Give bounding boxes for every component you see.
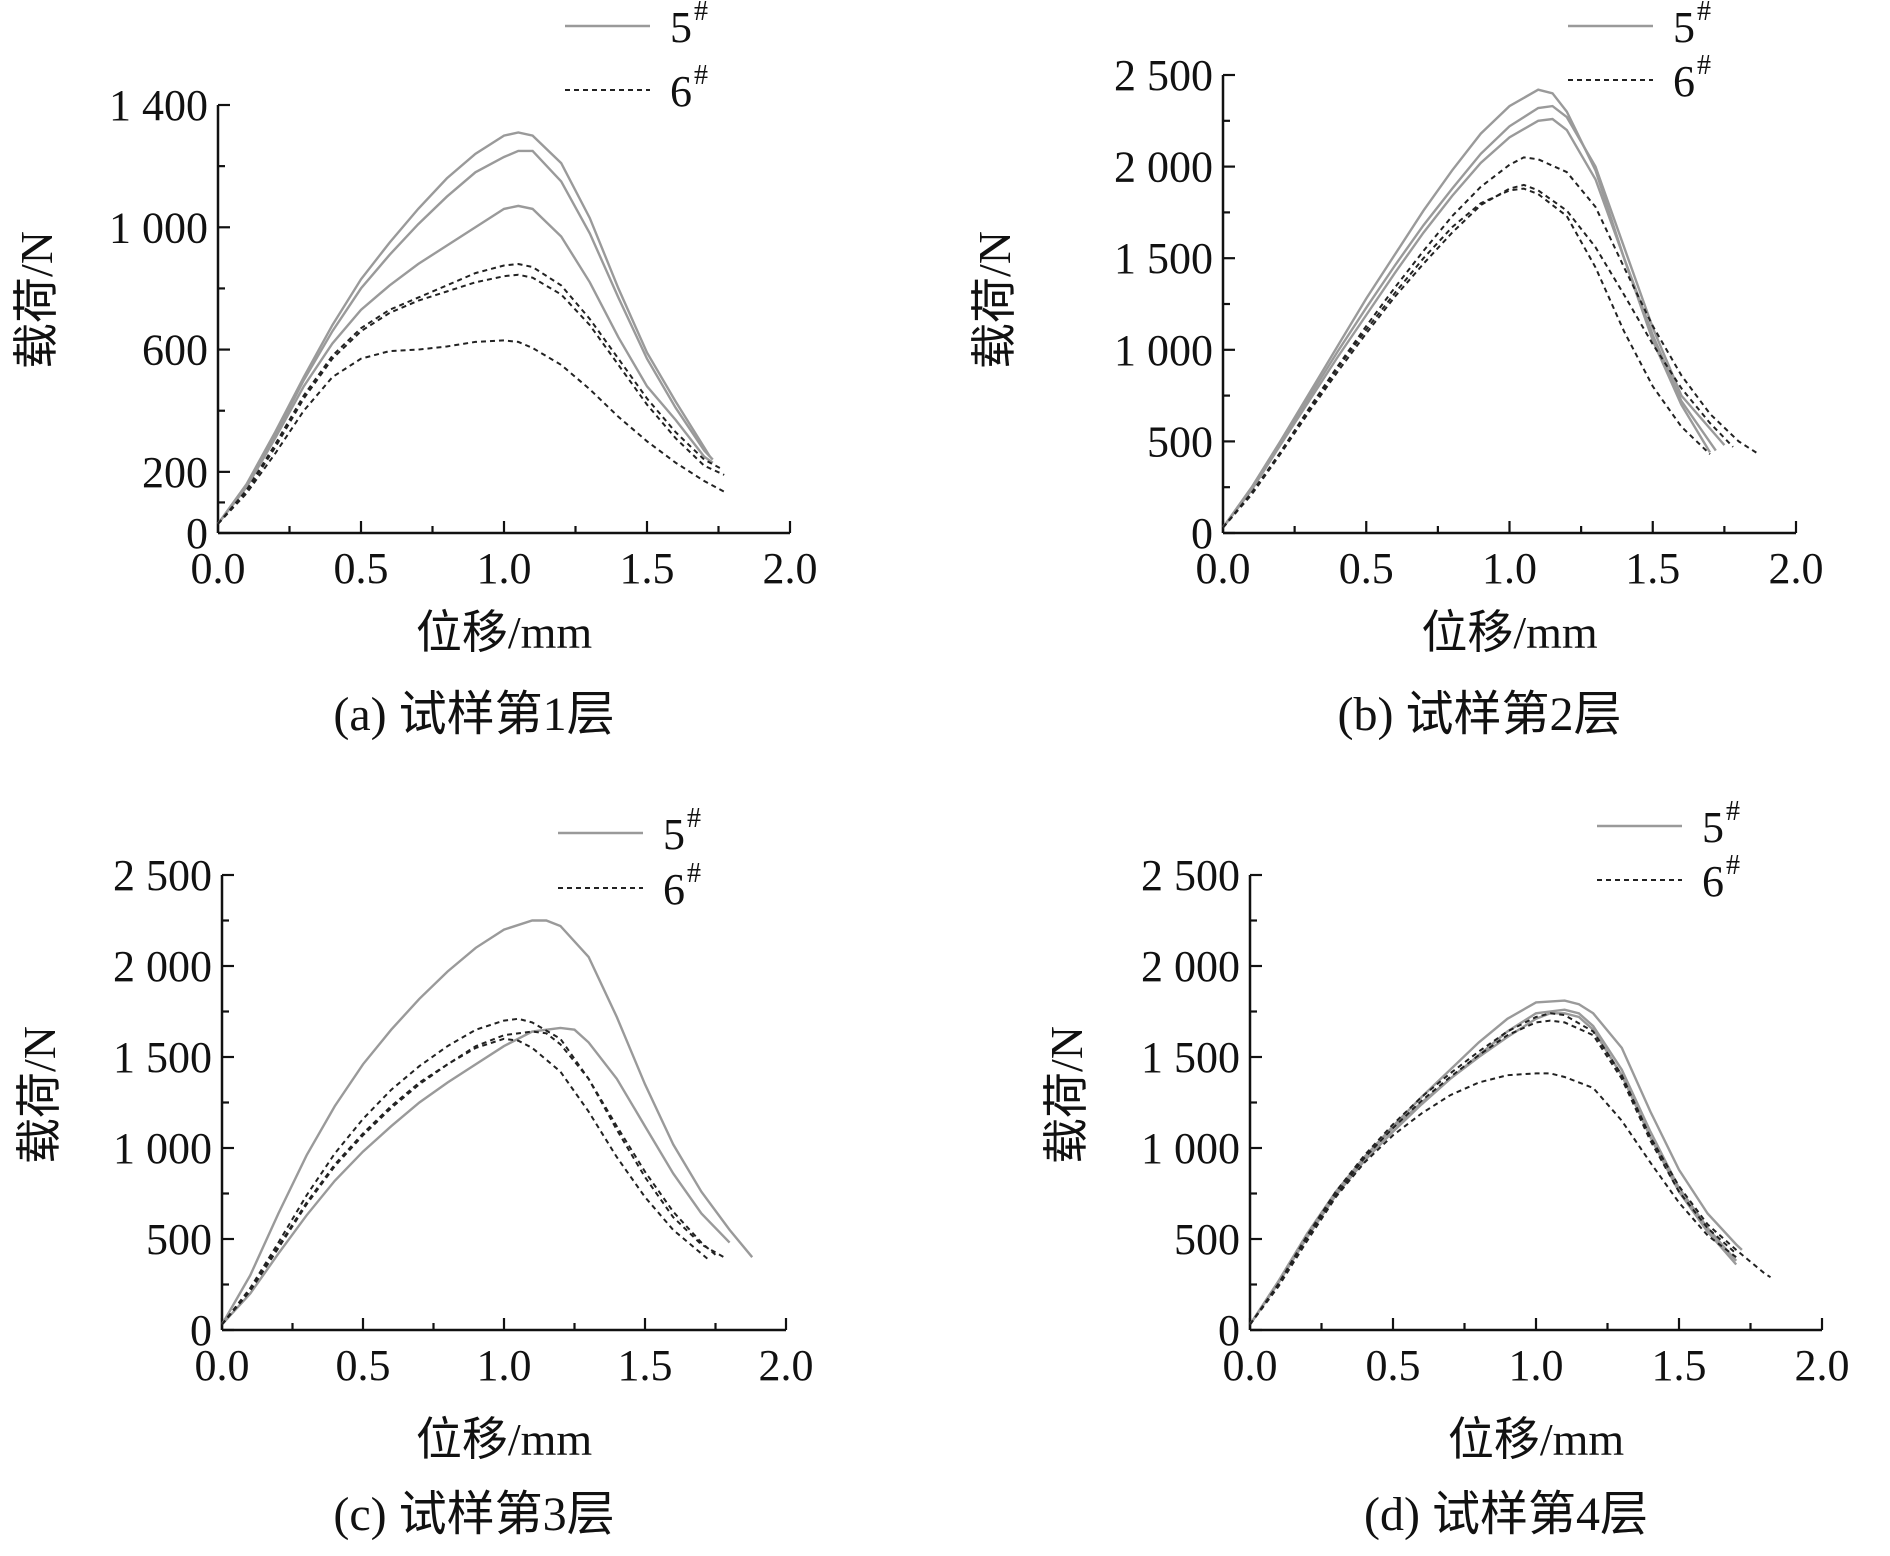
chart2-y-tick-label-1-000: 1 000 xyxy=(1114,326,1213,375)
chart1-x-tick-label-0-0: 0.0 xyxy=(191,544,246,593)
chart4-legend-sup-5: # xyxy=(1726,796,1740,827)
chart2-legend-sup-5: # xyxy=(1697,0,1711,27)
chart3-x-axis-label: 位移/mm xyxy=(416,1414,593,1465)
chart-panel-d: 0.0 0.5 1.0 1.5 2.0 0 500 1 000 1 500 2 000 2 500 载… xyxy=(1041,796,1850,1541)
chart1-legend-sup-6: # xyxy=(694,60,708,91)
chart1-series-5-2 xyxy=(217,149,714,525)
chart3-y-tick-label-500: 500 xyxy=(146,1215,212,1264)
chart2-caption: (b) 试样第2层 xyxy=(1338,688,1622,741)
chart2-y-axis-label: 载荷/N xyxy=(969,231,1020,369)
chart4-y-tick-label-1-500: 1 500 xyxy=(1141,1033,1240,1082)
chart2-x-tick-label-0-5: 0.5 xyxy=(1339,544,1394,593)
chart2-series-5-2 xyxy=(1222,104,1726,529)
chart4-legend-label-6: 6 xyxy=(1702,857,1724,906)
chart2-series-6-4 xyxy=(1222,156,1760,529)
chart1-series-5-3 xyxy=(217,204,714,525)
chart3-x-tick-label-1-0: 1.0 xyxy=(477,1341,532,1390)
chart1-y-tick-label-1-000: 1 000 xyxy=(109,203,208,252)
chart1-x-tick-label-1-0: 1.0 xyxy=(477,544,532,593)
chart4-y-tick-label-0: 0 xyxy=(1218,1306,1240,1355)
chart2-x-tick-label-1-5: 1.5 xyxy=(1625,544,1680,593)
chart1-legend-sup-5: # xyxy=(694,0,708,27)
chart1-series-6-5 xyxy=(217,273,725,525)
chart2-y-tick-label-0: 0 xyxy=(1191,509,1213,558)
chart1-caption: (a) 试样第1层 xyxy=(333,688,614,741)
chart2-legend-label-5: 5 xyxy=(1673,3,1695,52)
chart3-series-5-2 xyxy=(221,1026,731,1326)
chart2-legend-label-6: 6 xyxy=(1673,57,1695,106)
chart2-x-tick-label-0-0: 0.0 xyxy=(1196,544,1251,593)
chart-panel-c: 0.0 0.5 1.0 1.5 2.0 0 500 1 000 1 500 2 000 2 500 载… xyxy=(14,803,814,1541)
chart4-y-tick-label-2-000: 2 000 xyxy=(1141,942,1240,991)
chart1-legend-label-6: 6 xyxy=(670,67,692,116)
chart1-series-6-6 xyxy=(217,339,725,525)
chart2-legend-sup-6: # xyxy=(1697,50,1711,81)
chart2-y-tick-label-2-500: 2 500 xyxy=(1114,51,1213,100)
chart4-legend-sup-6: # xyxy=(1726,850,1740,881)
chart3-caption: (c) 试样第3层 xyxy=(333,1488,614,1541)
chart1-y-tick-label-200: 200 xyxy=(142,448,208,497)
chart4-x-tick-label-1-5: 1.5 xyxy=(1652,1341,1707,1390)
chart1-y-tick-label-600: 600 xyxy=(142,326,208,375)
chart2-x-tick-label-1-0: 1.0 xyxy=(1482,544,1537,593)
chart4-x-tick-label-2-0: 2.0 xyxy=(1795,1341,1850,1390)
chart3-y-tick-label-2-000: 2 000 xyxy=(113,942,212,991)
chart3-legend-label-5: 5 xyxy=(663,810,685,859)
chart4-series-6-6 xyxy=(1249,1019,1737,1326)
chart4-x-tick-label-1-0: 1.0 xyxy=(1509,1341,1564,1390)
chart3-series-6-5 xyxy=(221,1030,719,1326)
chart3-x-tick-label-0-5: 0.5 xyxy=(336,1341,391,1390)
chart2-y-tick-label-1-500: 1 500 xyxy=(1114,234,1213,283)
chart3-legend-label-6: 6 xyxy=(663,865,685,914)
chart4-y-tick-label-500: 500 xyxy=(1174,1215,1240,1264)
chart1-y-axis-label: 载荷/N xyxy=(11,231,62,369)
chart-panel-a: 0.0 0.5 1.0 1.5 2.0 0 200 600 1 000 1 400 载荷/N 位移/m… xyxy=(11,0,818,741)
chart4-series-5-2 xyxy=(1249,1008,1738,1326)
chart4-legend-label-5: 5 xyxy=(1702,803,1724,852)
chart4-x-axis-label: 位移/mm xyxy=(1448,1414,1625,1465)
chart1-y-tick-label-0: 0 xyxy=(186,509,208,558)
chart4-y-axis-label: 载荷/N xyxy=(1041,1026,1092,1164)
chart3-series-6-4 xyxy=(221,1037,711,1326)
chart2-x-axis-label: 位移/mm xyxy=(1421,607,1598,658)
chart2-series-5-1 xyxy=(1222,88,1712,529)
chart4-x-tick-label-0-5: 0.5 xyxy=(1366,1341,1421,1390)
chart3-x-tick-label-1-5: 1.5 xyxy=(618,1341,673,1390)
chart4-x-tick-label-0-0: 0.0 xyxy=(1223,1341,1278,1390)
chart3-x-tick-label-2-0: 2.0 xyxy=(759,1341,814,1390)
chart3-series-6-3 xyxy=(221,1017,725,1326)
chart3-y-tick-label-0: 0 xyxy=(190,1306,212,1355)
chart2-y-tick-label-500: 500 xyxy=(1147,417,1213,466)
chart4-y-tick-label-2-500: 2 500 xyxy=(1141,851,1240,900)
chart1-series-5-1 xyxy=(217,131,711,525)
chart4-series-5-1 xyxy=(1248,1012,1738,1326)
chart3-y-tick-label-1-500: 1 500 xyxy=(113,1033,212,1082)
chart1-legend-label-5: 5 xyxy=(670,3,692,52)
chart1-x-axis-label: 位移/mm xyxy=(416,607,593,658)
chart4-caption: (d) 试样第4层 xyxy=(1364,1488,1648,1541)
chart3-x-tick-label-0-0: 0.0 xyxy=(195,1341,250,1390)
chart3-legend-sup-6: # xyxy=(687,858,701,889)
chart1-y-tick-label-1-400: 1 400 xyxy=(109,81,208,130)
chart4-y-tick-label-1-000: 1 000 xyxy=(1141,1124,1240,1173)
chart1-x-tick-label-2-0: 2.0 xyxy=(763,544,818,593)
chart3-legend-sup-5: # xyxy=(687,803,701,834)
chart2-series-6-6 xyxy=(1222,187,1711,529)
chart3-y-tick-label-2-500: 2 500 xyxy=(113,851,212,900)
chart3-y-tick-label-1-000: 1 000 xyxy=(113,1124,212,1173)
chart2-series-6-5 xyxy=(1222,183,1734,529)
chart1-x-tick-label-0-5: 0.5 xyxy=(334,544,389,593)
chart-panel-b: 0.0 0.5 1.0 1.5 2.0 0 500 1 000 1 500 2 000 2 500 载… xyxy=(969,0,1824,741)
chart4-series-6-5 xyxy=(1249,1072,1737,1326)
chart4-series-5-3 xyxy=(1249,999,1743,1326)
chart2-x-tick-label-2-0: 2.0 xyxy=(1769,544,1824,593)
chart4-series-6-4 xyxy=(1249,1012,1772,1326)
chart2-y-tick-label-2-000: 2 000 xyxy=(1114,143,1213,192)
chart1-series-6-4 xyxy=(217,262,722,525)
chart1-x-tick-label-1-5: 1.5 xyxy=(620,544,675,593)
chart3-series-5-1 xyxy=(220,919,754,1326)
chart3-y-axis-label: 载荷/N xyxy=(14,1026,65,1164)
chart2-series-5-3 xyxy=(1222,117,1717,529)
